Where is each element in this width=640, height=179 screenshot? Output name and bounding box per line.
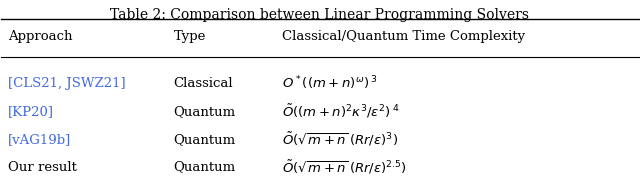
Text: [vAG19b]: [vAG19b] bbox=[8, 133, 71, 146]
Text: Classical/Quantum Time Complexity: Classical/Quantum Time Complexity bbox=[282, 30, 525, 43]
Text: $\tilde{O}(\sqrt{m+n}\,(Rr/\varepsilon)^{2.5})$: $\tilde{O}(\sqrt{m+n}\,(Rr/\varepsilon)^… bbox=[282, 158, 406, 176]
Text: Quantum: Quantum bbox=[173, 133, 236, 146]
Text: Table 2: Comparison between Linear Programming Solvers: Table 2: Comparison between Linear Progr… bbox=[111, 8, 529, 22]
Text: [KP20]: [KP20] bbox=[8, 105, 54, 118]
Text: Quantum: Quantum bbox=[173, 161, 236, 173]
Text: $O^*((m+n)^{\omega})\,{}^{3}$: $O^*((m+n)^{\omega})\,{}^{3}$ bbox=[282, 74, 378, 92]
Text: $\tilde{O}((m+n)^2\kappa^3/\varepsilon^2)\,{}^{4}$: $\tilde{O}((m+n)^2\kappa^3/\varepsilon^2… bbox=[282, 103, 399, 120]
Text: Type: Type bbox=[173, 30, 206, 43]
Text: [CLS21, JSWZ21]: [CLS21, JSWZ21] bbox=[8, 77, 125, 90]
Text: Our result: Our result bbox=[8, 161, 77, 173]
Text: Approach: Approach bbox=[8, 30, 72, 43]
Text: $\tilde{O}(\sqrt{m+n}\,(Rr/\varepsilon)^3)$: $\tilde{O}(\sqrt{m+n}\,(Rr/\varepsilon)^… bbox=[282, 130, 398, 148]
Text: Quantum: Quantum bbox=[173, 105, 236, 118]
Text: Classical: Classical bbox=[173, 77, 233, 90]
